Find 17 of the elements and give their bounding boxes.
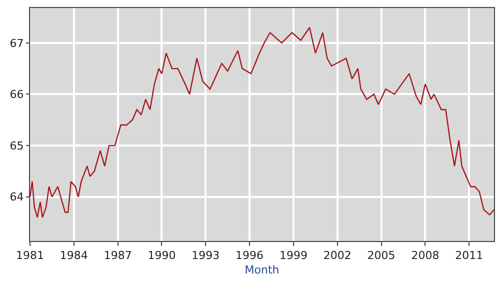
x-tick-label: 2008 bbox=[411, 249, 440, 262]
x-tick-label: 1999 bbox=[279, 249, 308, 262]
x-tick-label: 2002 bbox=[323, 249, 352, 262]
line-series bbox=[30, 26, 494, 218]
x-tick-label: 1990 bbox=[148, 249, 176, 262]
x-axis-title: Month bbox=[244, 263, 280, 276]
x-tick-label: 1993 bbox=[192, 249, 220, 262]
y-tick-label: 65 bbox=[10, 139, 24, 152]
x-tick-label: 2005 bbox=[367, 249, 396, 262]
x-tick-label: 1996 bbox=[236, 249, 264, 262]
x-tick-label: 1984 bbox=[60, 249, 88, 262]
y-tick-label: 64 bbox=[10, 190, 24, 204]
y-tick-label: 66 bbox=[10, 88, 24, 102]
x-tick-label: 1987 bbox=[104, 249, 132, 262]
x-tick-label: 2011 bbox=[455, 249, 484, 262]
y-tick-label: 67 bbox=[10, 36, 24, 50]
x-tick-label: 1981 bbox=[16, 249, 44, 262]
